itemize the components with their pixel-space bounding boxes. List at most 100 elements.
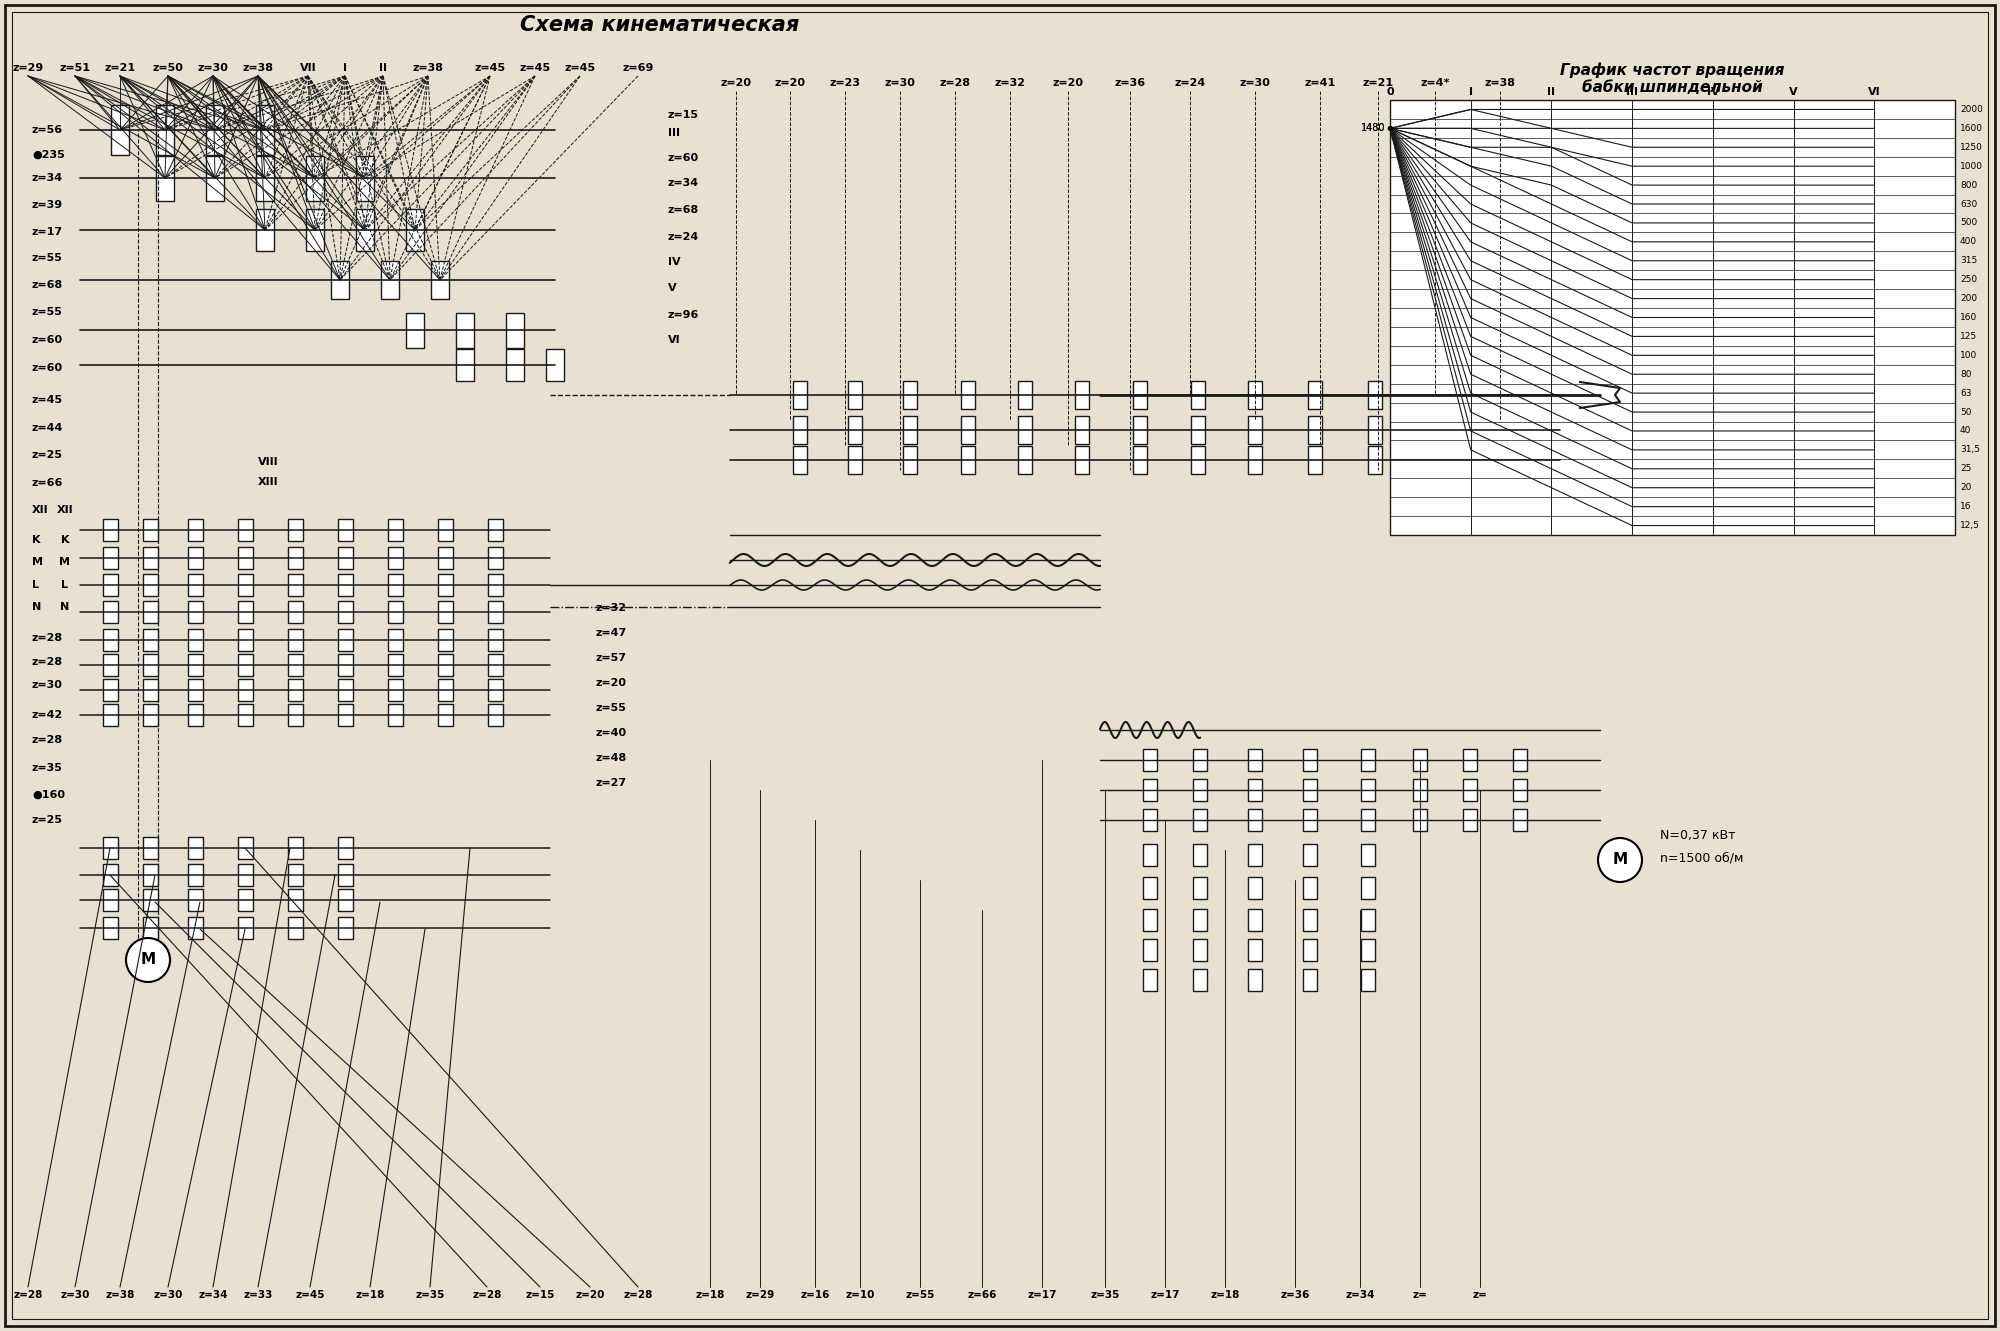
Text: z=66: z=66 (32, 478, 64, 488)
Text: z=15: z=15 (668, 110, 700, 120)
Bar (1144, 844, 1156, 866)
Bar (1464, 749, 1476, 771)
Text: z=55: z=55 (906, 1290, 934, 1300)
Bar (1308, 446, 1322, 474)
Bar (288, 602, 302, 623)
Text: z=: z= (1472, 1290, 1488, 1300)
Bar (388, 547, 402, 568)
Text: z=20: z=20 (720, 79, 752, 88)
Text: z=38: z=38 (1484, 79, 1516, 88)
Text: VII: VII (300, 63, 316, 73)
Bar (338, 519, 352, 540)
Text: z=29: z=29 (12, 63, 44, 73)
Bar (288, 519, 302, 540)
Text: бабки шпиндельной: бабки шпиндельной (1582, 80, 1762, 96)
Bar (112, 105, 128, 154)
Text: z=32: z=32 (596, 603, 626, 614)
Circle shape (1598, 839, 1642, 882)
Bar (1144, 877, 1156, 898)
Text: 630: 630 (1960, 200, 1978, 209)
Text: z=36: z=36 (1280, 1290, 1310, 1300)
Bar (1304, 844, 1316, 866)
Text: z=33: z=33 (244, 1290, 272, 1300)
Text: z=28: z=28 (14, 1290, 42, 1300)
Text: 12,5: 12,5 (1960, 520, 1980, 530)
Bar (338, 574, 352, 596)
Bar (960, 446, 976, 474)
Text: 800: 800 (1960, 181, 1978, 189)
Bar (438, 679, 452, 701)
Text: z=35: z=35 (1090, 1290, 1120, 1300)
Bar (792, 446, 808, 474)
Text: z=24: z=24 (668, 232, 700, 242)
Text: II: II (1548, 87, 1556, 97)
Bar (1132, 446, 1148, 474)
Bar (960, 417, 976, 445)
Bar (848, 446, 862, 474)
Text: 200: 200 (1960, 294, 1978, 303)
Text: z=18: z=18 (356, 1290, 384, 1300)
Text: 31,5: 31,5 (1960, 446, 1980, 454)
Text: z=66: z=66 (968, 1290, 996, 1300)
Text: 500: 500 (1960, 218, 1978, 228)
Bar (1488, 446, 1502, 474)
Text: 40: 40 (1960, 426, 1972, 435)
Bar (238, 704, 252, 725)
Text: z=44: z=44 (32, 423, 64, 433)
Bar (1464, 809, 1476, 831)
Bar (1018, 417, 1032, 445)
Text: z=55: z=55 (596, 703, 626, 713)
Text: ●160: ●160 (32, 791, 64, 800)
Bar (1360, 909, 1376, 930)
Text: z=51: z=51 (60, 63, 90, 73)
Bar (438, 654, 452, 676)
Bar (960, 381, 976, 409)
Bar (1428, 381, 1442, 409)
Text: z=68: z=68 (32, 280, 64, 290)
Bar (338, 547, 352, 568)
Text: z=30: z=30 (884, 79, 916, 88)
Text: z=21: z=21 (1362, 79, 1394, 88)
Bar (288, 837, 302, 858)
Text: N: N (32, 602, 42, 612)
Text: L: L (32, 580, 40, 590)
Text: M: M (140, 953, 156, 968)
Text: z=45: z=45 (564, 63, 596, 73)
Text: z=45: z=45 (474, 63, 506, 73)
Bar (1308, 381, 1322, 409)
Bar (488, 679, 502, 701)
Bar (142, 917, 158, 938)
Bar (1412, 749, 1428, 771)
Bar (102, 519, 118, 540)
Text: z=34: z=34 (668, 178, 700, 188)
Bar (188, 837, 202, 858)
Text: K: K (32, 535, 40, 544)
Bar (188, 917, 202, 938)
Bar (1390, 100, 1956, 535)
Bar (1304, 909, 1316, 930)
Text: III: III (668, 128, 680, 138)
Text: z=16: z=16 (800, 1290, 830, 1300)
Text: z=30: z=30 (60, 1290, 90, 1300)
Bar (506, 313, 524, 347)
Bar (388, 679, 402, 701)
Bar (288, 889, 302, 910)
Text: z=28: z=28 (940, 79, 970, 88)
Bar (188, 547, 202, 568)
Bar (288, 547, 302, 568)
Bar (1304, 779, 1316, 801)
Text: z=32: z=32 (994, 79, 1026, 88)
Text: z=20: z=20 (596, 677, 626, 688)
Bar (1360, 809, 1376, 831)
Text: N: N (60, 602, 70, 612)
Text: XII: XII (32, 504, 48, 515)
Text: z=21: z=21 (104, 63, 136, 73)
Bar (356, 156, 374, 201)
Bar (1514, 779, 1528, 801)
Bar (388, 654, 402, 676)
Bar (488, 574, 502, 596)
Text: K: K (60, 535, 70, 544)
Text: z=20: z=20 (1052, 79, 1084, 88)
Text: z=38: z=38 (106, 1290, 134, 1300)
Text: z=55: z=55 (32, 307, 62, 317)
